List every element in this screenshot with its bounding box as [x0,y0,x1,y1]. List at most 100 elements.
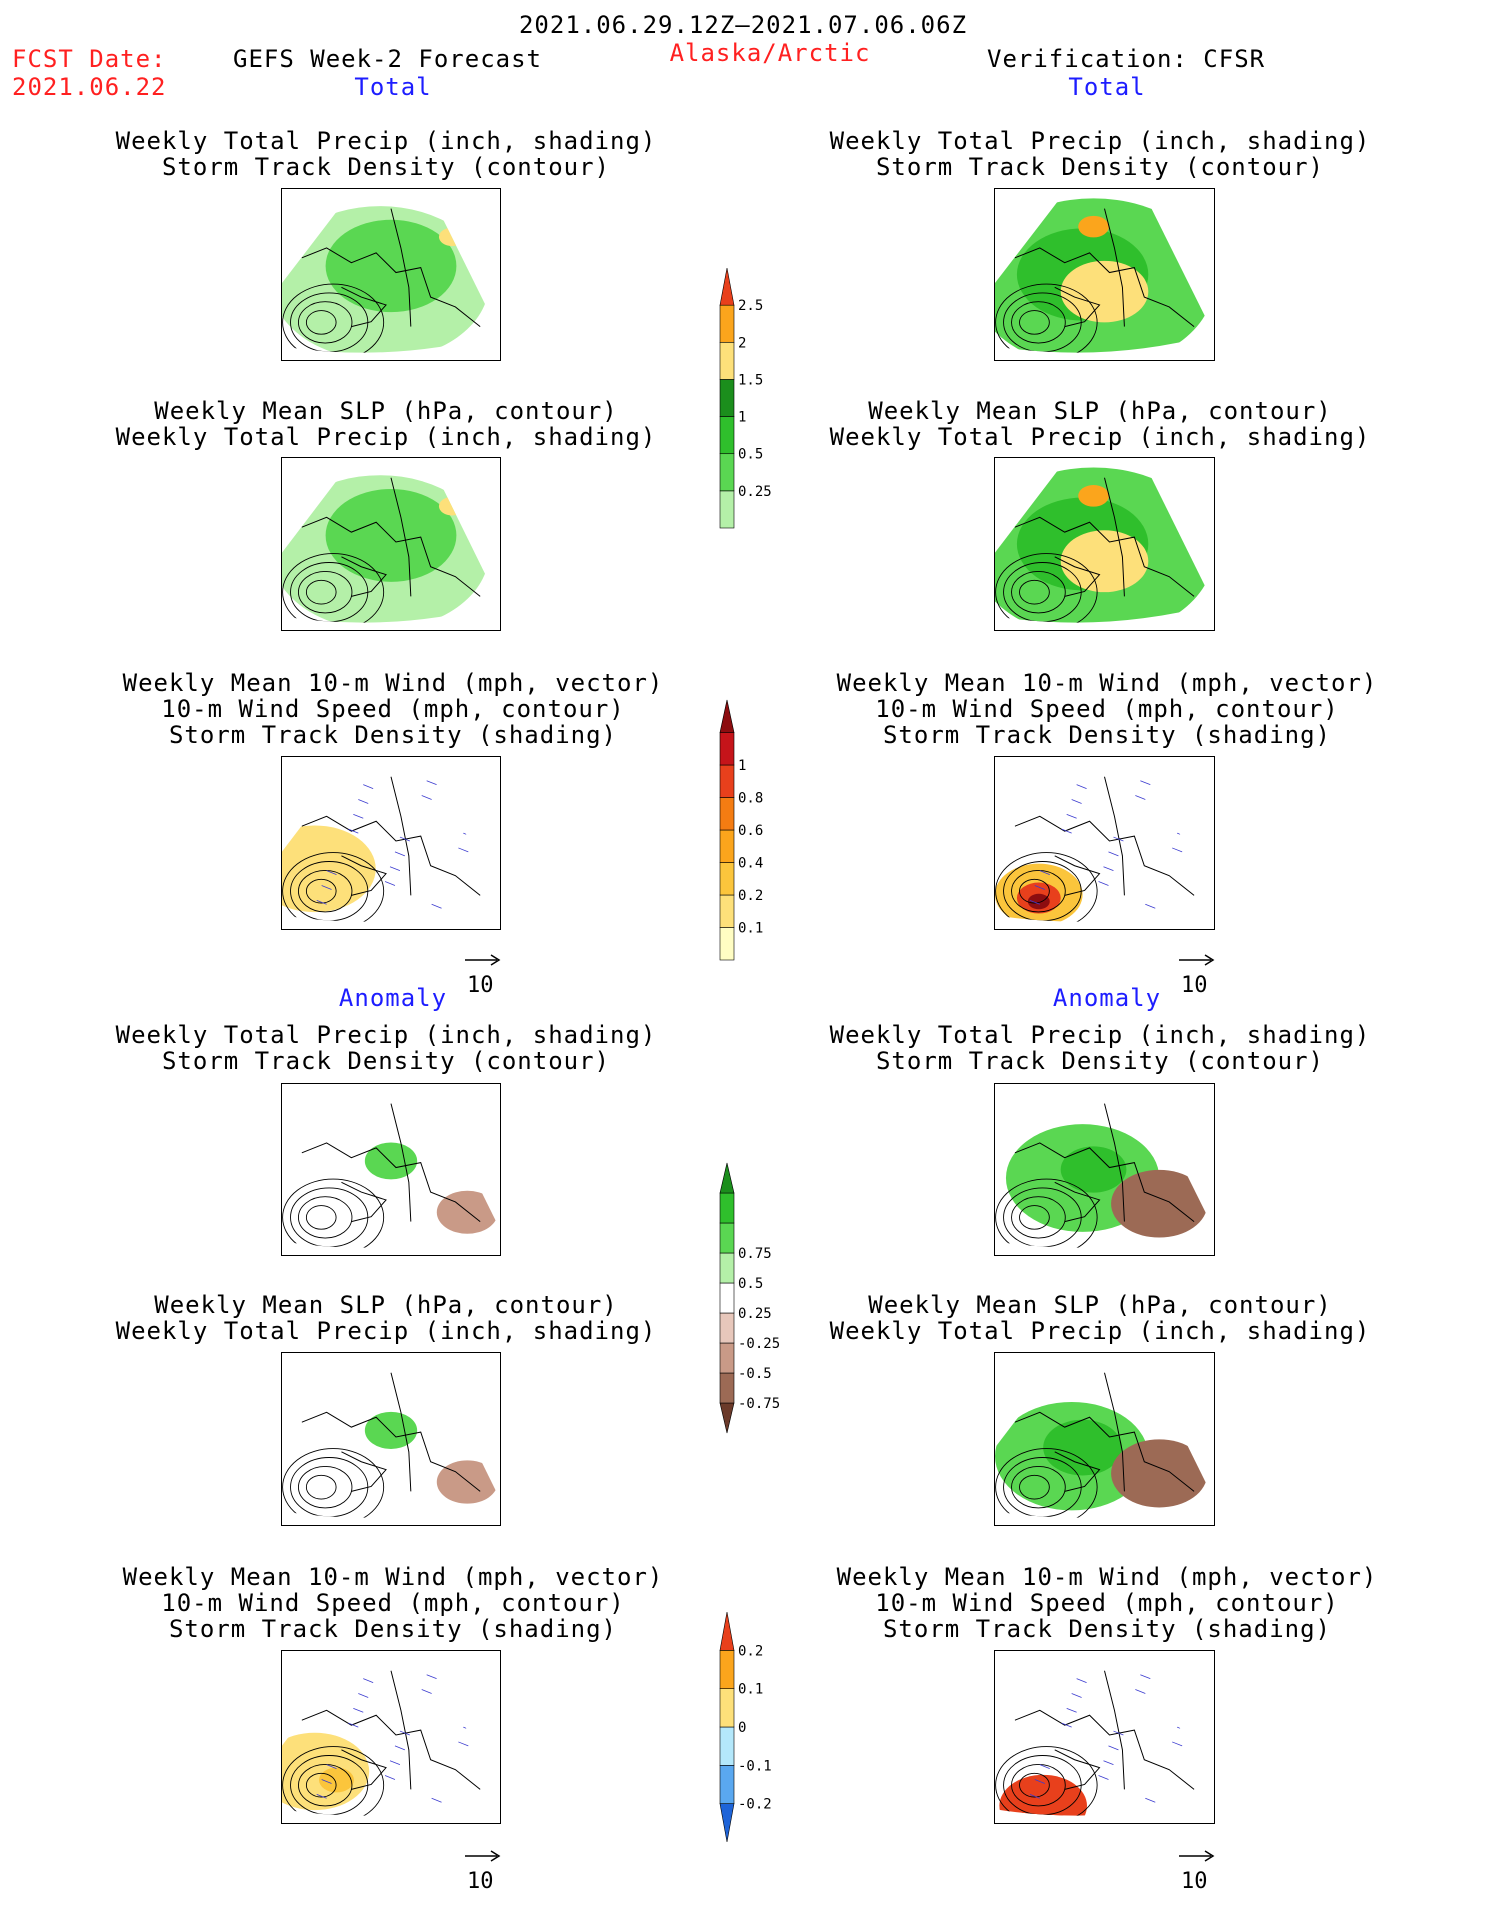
contour-line [1011,869,1066,913]
map-forecast-slp-precip-graphic [282,475,490,623]
map-cfsr-anom-precip-storm [994,1083,1215,1256]
colorbar-swatch [719,862,735,896]
shading-area [1060,1146,1127,1193]
wind-vector [358,1693,369,1698]
shading-area [1060,530,1149,593]
contour-line [298,1196,353,1239]
wind-vector [358,799,369,804]
wind-vector [1098,1775,1109,1780]
wind-vector [1113,1730,1124,1736]
contour-line [995,283,1098,353]
wind-vector [353,1707,364,1713]
period-title: 2021.06.29.12Z–2021.07.06.06Z [518,11,968,39]
wind-vector [321,1779,332,1784]
wind-vector [1066,1707,1077,1713]
fcst-date-value: 2021.06.22 [12,73,167,101]
contour-line [305,1474,337,1500]
shading-area [1078,485,1109,507]
coastline [301,477,481,597]
arrow-right-icon [465,1850,501,1862]
contour-line [1011,1465,1066,1509]
colorbar-swatch [719,379,735,417]
title-forecast-anom-precip-storm: Weekly Total Precip (inch, shading) Storm… [115,1021,657,1075]
colorbar-swatch [719,1342,735,1374]
coastline [301,1372,481,1492]
colorbar-swatch [719,1312,735,1344]
wind-vector [1066,813,1077,819]
wind-vector [1135,795,1146,800]
colorbar-swatch [719,267,735,306]
contour-line [305,579,337,605]
contour-line [282,1178,385,1248]
shading-area [1021,1793,1066,1816]
colorbar-tick-label: 0.75 [738,1246,772,1262]
colorbar-tick-label: 0.5 [738,1276,763,1292]
shading-area [319,1767,354,1793]
coastline [1014,1670,1195,1790]
title-cfsr-anom-precip-storm: Weekly Total Precip (inch, shading) Storm… [829,1021,1371,1075]
wind-vector [1140,1674,1151,1680]
wind-vector [1145,903,1156,909]
colorbar-storm-total: 0.1 0.2 0.4 0.6 0.8 1 [718,699,778,994]
wind-vector [1145,1797,1156,1803]
vector-ref-forecast-anom: 10 [463,1844,503,1894]
wind-vector [1029,899,1040,905]
wind-vector [1076,784,1087,789]
map-cfsr-precip-storm-graphic [995,198,1214,353]
colorbar-precip-total: 0.25 0.5 1 1.5 2 2.5 [718,267,778,562]
map-cfsr-slp-precip-graphic [995,467,1214,623]
wind-vector [348,828,359,834]
coastline [301,1103,481,1223]
wind-vector [1071,1693,1082,1698]
colorbar-tick-label: 0.4 [738,856,763,872]
colorbar-tick-label: -0.25 [738,1336,780,1352]
shading-area [1060,260,1149,323]
colorbar-swatch [719,1688,735,1728]
map-forecast-anom-precip-storm [281,1083,501,1256]
wind-vector [394,1745,406,1751]
coastline [301,776,481,896]
contour-line [995,852,1098,922]
contour-line [1019,1205,1050,1230]
wind-vector [468,1711,479,1717]
colorbar-swatch [719,699,735,733]
arrow-right-icon [465,954,501,966]
colorbar-tick-label: 0.25 [738,1306,772,1322]
colorbar-swatch [719,341,735,380]
shading-area [325,488,457,582]
shading-area [1111,1439,1208,1508]
colorbar-swatch [719,1765,735,1804]
wind-vector [1140,780,1151,786]
colorbar-tick-label: -0.2 [738,1797,772,1813]
colorbar-swatch [719,732,735,766]
section-anomaly-right: Anomaly [1052,984,1162,1012]
wind-vector [1039,1764,1050,1769]
shading-area [436,1190,498,1234]
wind-vector [1181,817,1193,823]
colorbar-tick-label: -0.5 [738,1366,772,1382]
map-cfsr-wind-storm-graphic [995,776,1195,922]
title-forecast-anom-slp-precip: Weekly Mean SLP (hPa, contour) Weekly Tot… [115,1291,657,1345]
title-cfsr-precip-storm: Weekly Total Precip (inch, shading) Storm… [829,127,1371,181]
vector-ref-forecast-total: 10 [463,948,503,998]
wind-vector [1177,1726,1188,1732]
wind-vector [326,870,337,875]
colorbar-swatch [719,490,735,529]
map-forecast-precip-storm [281,188,501,361]
wind-vector [1098,881,1109,886]
wind-vector [1108,851,1119,857]
shading-area [438,227,466,247]
contour-line [282,283,385,353]
shading-area [1078,215,1109,238]
title-cfsr-anom-slp-precip: Weekly Mean SLP (hPa, contour) Weekly Tot… [829,1291,1371,1345]
colorbar-tick-label: 0.1 [738,921,763,937]
contour-line [305,1772,337,1798]
wind-vector [1113,836,1124,842]
colorbar-tick-label: 0.2 [738,1643,763,1659]
colorbar-swatch [719,1650,735,1689]
contour-line [305,878,337,904]
shading-area [364,1411,418,1449]
colorbar-tick-label: 0.1 [738,1682,763,1698]
vector-ref-cfsr-total: 10 [1177,948,1217,998]
wind-vector [394,851,406,857]
